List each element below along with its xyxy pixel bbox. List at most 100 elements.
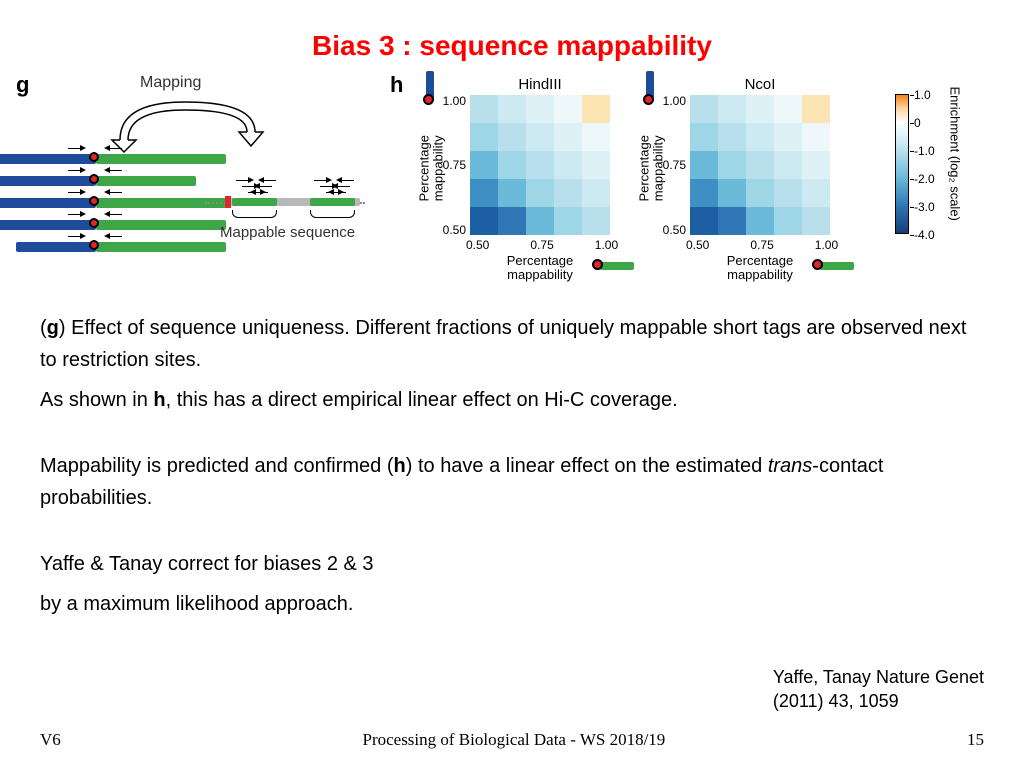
heatmap-cell <box>690 95 718 123</box>
heatmap-cell <box>746 179 774 207</box>
mappable-seq-label: Mappable sequence <box>220 224 355 241</box>
heatmap-cell <box>718 207 746 235</box>
mapped-green-bar-2 <box>310 198 355 206</box>
heatmap-cell <box>690 179 718 207</box>
panel-h: h HindIII0.500.751.000.500.751.00Percent… <box>390 72 1010 282</box>
paragraph-correct-1: Yaffe & Tanay correct for biases 2 & 3 <box>40 548 984 580</box>
footer-left: V6 <box>40 730 61 750</box>
heatmap-cell <box>718 123 746 151</box>
x-axis-label: Percentagemappability <box>690 254 830 283</box>
colorbar: 1.00-1.0-2.0-3.0-4.0 <box>895 94 909 234</box>
heatmap-cell <box>802 207 830 235</box>
heatmap-cell <box>470 207 498 235</box>
colorbar-tick: 0 <box>914 116 921 130</box>
heatmap-cell <box>582 179 610 207</box>
citation: Yaffe, Tanay Nature Genet (2011) 43, 105… <box>773 666 984 713</box>
restriction-site-dot <box>89 218 99 228</box>
x-tick: 0.75 <box>530 238 553 252</box>
seq-bar-green <box>96 176 196 186</box>
heatmap-cell <box>498 179 526 207</box>
panel-h-label: h <box>390 72 403 98</box>
heatmap-cell <box>746 95 774 123</box>
heatmap-cell <box>802 151 830 179</box>
footer-center: Processing of Biological Data - WS 2018/… <box>362 730 665 750</box>
heatmap-grid <box>690 95 830 235</box>
colorbar-tick: -4.0 <box>914 228 935 242</box>
heatmap-cell <box>498 95 526 123</box>
heatmap-cell <box>526 123 554 151</box>
heatmap-cell <box>470 151 498 179</box>
colorbar-label: Enrichment (log₂ scale) <box>948 87 963 257</box>
heatmap-cell <box>526 95 554 123</box>
seq-bar-green <box>96 242 226 252</box>
x-marker-bar <box>600 262 634 270</box>
x-tick: 0.75 <box>750 238 773 252</box>
y-tick: 1.00 <box>443 94 466 108</box>
colorbar-tick: -3.0 <box>914 200 935 214</box>
heatmap-cell <box>582 151 610 179</box>
y-tick: 1.00 <box>663 94 686 108</box>
x-tick: 0.50 <box>466 238 489 252</box>
footer: V6 Processing of Biological Data - WS 20… <box>0 730 1024 750</box>
x-marker-dot <box>812 259 823 270</box>
heatmap-cell <box>746 123 774 151</box>
heatmap-cell <box>498 207 526 235</box>
seq-bar-green <box>96 220 226 230</box>
body-text: (g) Effect of sequence uniqueness. Diffe… <box>0 292 1024 620</box>
heatmap-cell <box>802 123 830 151</box>
heatmap-cell <box>582 207 610 235</box>
heatmap-cell <box>470 179 498 207</box>
seq-bar-blue <box>0 220 96 230</box>
heatmap-grid <box>470 95 610 235</box>
paragraph-g: (g) Effect of sequence uniqueness. Diffe… <box>40 312 984 376</box>
heatmap-cell <box>470 123 498 151</box>
colorbar-tick: 1.0 <box>914 88 931 102</box>
seq-bar-blue <box>0 154 96 164</box>
paragraph-h2: Mappability is predicted and confirmed (… <box>40 450 984 514</box>
seq-bar-blue <box>0 198 96 208</box>
seq-bar-blue <box>16 242 96 252</box>
restriction-site-dot <box>89 196 99 206</box>
heatmap-cell <box>498 123 526 151</box>
mapping-arrow-icon <box>90 90 290 160</box>
colorbar-tick: -2.0 <box>914 172 935 186</box>
heatmap-cell <box>554 123 582 151</box>
heatmap-cell <box>554 179 582 207</box>
heatmap-title: NcoI <box>690 76 830 93</box>
panel-g-label: g <box>16 72 29 98</box>
heatmap-cell <box>690 207 718 235</box>
heatmap-cell <box>718 151 746 179</box>
seq-bar-blue <box>0 176 96 186</box>
x-tick: 0.50 <box>686 238 709 252</box>
seq-bar-green <box>96 154 226 164</box>
heatmap-cell <box>690 151 718 179</box>
heatmap-cell <box>774 179 802 207</box>
heatmap-cell <box>746 151 774 179</box>
restriction-site-dot <box>89 174 99 184</box>
x-axis-label: Percentagemappability <box>470 254 610 283</box>
heatmap-cell <box>498 151 526 179</box>
heatmap-cell <box>582 95 610 123</box>
heatmap-cell <box>774 123 802 151</box>
brace-icon <box>232 210 277 218</box>
paragraph-h1: As shown in h, this has a direct empiric… <box>40 384 984 416</box>
heatmap-cell <box>746 207 774 235</box>
x-tick: 1.00 <box>815 238 838 252</box>
heatmap-cell <box>690 123 718 151</box>
heatmap-cell <box>470 95 498 123</box>
heatmap-cell <box>554 151 582 179</box>
heatmap-cell <box>554 207 582 235</box>
heatmap-cell <box>718 95 746 123</box>
heatmap-cell <box>774 151 802 179</box>
y-axis-label: Percentagemappability <box>418 108 447 228</box>
footer-right: 15 <box>967 730 984 750</box>
heatmap-cell <box>582 123 610 151</box>
y-marker-dot <box>643 94 654 105</box>
heatmap-cell <box>526 179 554 207</box>
figures-row: g Mapping <box>0 72 1024 292</box>
heatmap-ncoi: NcoI0.500.751.000.500.751.00Percentagema… <box>690 76 830 235</box>
heatmap-cell <box>526 151 554 179</box>
colorbar-tick: -1.0 <box>914 144 935 158</box>
heatmap-cell <box>554 95 582 123</box>
x-tick: 1.00 <box>595 238 618 252</box>
